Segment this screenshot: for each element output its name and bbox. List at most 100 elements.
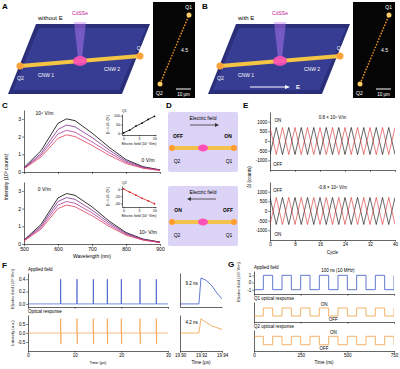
end-label: Q1 (226, 158, 233, 164)
y-axis-line (28, 274, 29, 308)
tick: 0 (118, 132, 122, 136)
chart-title: Q1 optical response (254, 296, 295, 301)
y-axis-title: ΔI (counts) (247, 166, 252, 188)
tick: 40 (393, 240, 399, 247)
chart: 0510-40-200Q2Electric field (10⁵ V/m)(Iₑ… (106, 181, 157, 218)
tick-label: 10 (73, 353, 79, 358)
point (154, 115, 156, 117)
inset-image (153, 2, 195, 98)
field-label: Electric field (190, 189, 217, 195)
chart: 50060070080090001230 V/m10⁶ V/mWavelengt… (18, 183, 165, 260)
tick-label: 0 (249, 280, 252, 285)
tick-mark (268, 221, 270, 222)
panel-label: E (243, 101, 249, 110)
tick: 1000 (257, 120, 270, 125)
y-axis: 0123 (18, 111, 24, 176)
end-label: Q1 (226, 232, 233, 238)
field-arrow (190, 125, 216, 126)
tick-mark (22, 244, 24, 245)
y-axis: -101 (247, 272, 254, 295)
x-axis-line (29, 307, 169, 308)
y-axis (180, 316, 181, 352)
tick-label: 24 (343, 242, 349, 247)
tick-label: -500 (258, 219, 268, 224)
figure: ABCDEFGwithout ECdSSeCNW 1CNW 2Q1Q2Q1Q24… (0, 0, 400, 369)
tick-label: 0.4 (19, 277, 26, 282)
tick: 800 (122, 244, 131, 252)
series-line (270, 127, 395, 154)
state-label: OFF (223, 207, 233, 213)
tick: 100 (114, 114, 122, 118)
tick-label: 5 (139, 137, 141, 141)
end-glow (137, 53, 144, 60)
tick-label: 16 (318, 242, 324, 247)
tick-mark (22, 154, 24, 155)
tick-label: 8 (294, 242, 297, 247)
tick: 500 (344, 351, 352, 358)
tick-label: -0.5 (18, 340, 26, 345)
panel-label: F (2, 261, 7, 270)
end-label: Q2 (174, 158, 181, 164)
state-label: OFF (173, 133, 183, 139)
tick-label: 30 (166, 353, 172, 358)
tick-label: 700 (88, 246, 97, 252)
inset-glow (158, 82, 163, 87)
tick-mark (268, 131, 270, 132)
tick-label: 10 (153, 209, 157, 213)
y-axis-line (24, 183, 25, 245)
y-axis-title: Intensity (10³ counts) (3, 153, 9, 200)
tick: -1 (247, 288, 254, 293)
tick-label: 0 (123, 137, 125, 141)
tick: 0.0 (19, 302, 28, 307)
series-line (180, 319, 222, 333)
switch-box (168, 186, 238, 246)
tick-label: 20 (119, 353, 125, 358)
panel-label: D (166, 101, 172, 110)
chart-title: Optical response (28, 309, 62, 314)
plot-area (254, 275, 394, 289)
end-glow (337, 53, 344, 60)
series-line (124, 189, 155, 204)
tick (295, 170, 296, 172)
tick: -500 (258, 149, 270, 154)
panel-label: A (2, 2, 8, 11)
chart: -1000-500050010000.8 × 10⁶ V/mONOFFΔI (c… (247, 113, 396, 188)
tick (394, 322, 395, 324)
inset-glow (358, 82, 363, 87)
annotation: 0 V/m (38, 186, 51, 192)
plot-area (28, 279, 168, 304)
tick-mark (268, 230, 270, 231)
end-label: Q1 (337, 45, 344, 51)
schematic: without ECdSSeCNW 1CNW 2Q1Q2Q1Q24.510 μm (8, 2, 195, 98)
panel-label: C (2, 101, 8, 110)
tick-mark (268, 192, 270, 193)
tick-label: -1000 (256, 228, 268, 233)
tick-label: -500 (258, 149, 268, 154)
tick (301, 322, 302, 324)
source-label: CdSSe (272, 10, 288, 16)
tick: 8 (294, 240, 297, 247)
inset-end-label: Q1 (385, 4, 392, 10)
tick: 3 (18, 188, 24, 194)
annotation: OFF (273, 188, 282, 193)
tick: 0 (265, 139, 270, 144)
tick: -40 (115, 202, 122, 206)
tick: 0 (123, 135, 125, 141)
nanowire (20, 61, 80, 66)
tick-label: 500 (260, 199, 268, 204)
tick: 500 (20, 244, 29, 252)
x-axis-line (255, 322, 395, 323)
tick (347, 294, 348, 296)
field-arrow (250, 87, 286, 88)
tick-mark (22, 172, 24, 173)
plot-area (270, 127, 395, 154)
tick-label: 500 (260, 129, 268, 134)
x-axis: 0102030 (27, 351, 171, 358)
tick (320, 170, 321, 172)
nanowire (220, 61, 280, 66)
source-spot (73, 56, 87, 66)
tick-label: 0 (253, 353, 256, 358)
tick-label: 0.2 (19, 289, 26, 294)
y-axis-line (180, 316, 181, 352)
tick-label: -20 (115, 195, 120, 199)
